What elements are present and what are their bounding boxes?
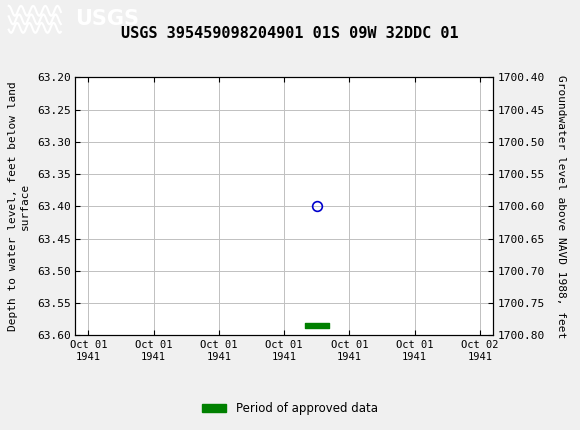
Text: USGS: USGS (75, 9, 139, 29)
Y-axis label: Groundwater level above NAVD 1988, feet: Groundwater level above NAVD 1988, feet (556, 75, 566, 338)
Y-axis label: Depth to water level, feet below land
surface: Depth to water level, feet below land su… (8, 82, 30, 331)
Legend: Period of approved data: Period of approved data (198, 397, 382, 420)
Text: USGS 395459098204901 01S 09W 32DDC 01: USGS 395459098204901 01S 09W 32DDC 01 (121, 26, 459, 41)
